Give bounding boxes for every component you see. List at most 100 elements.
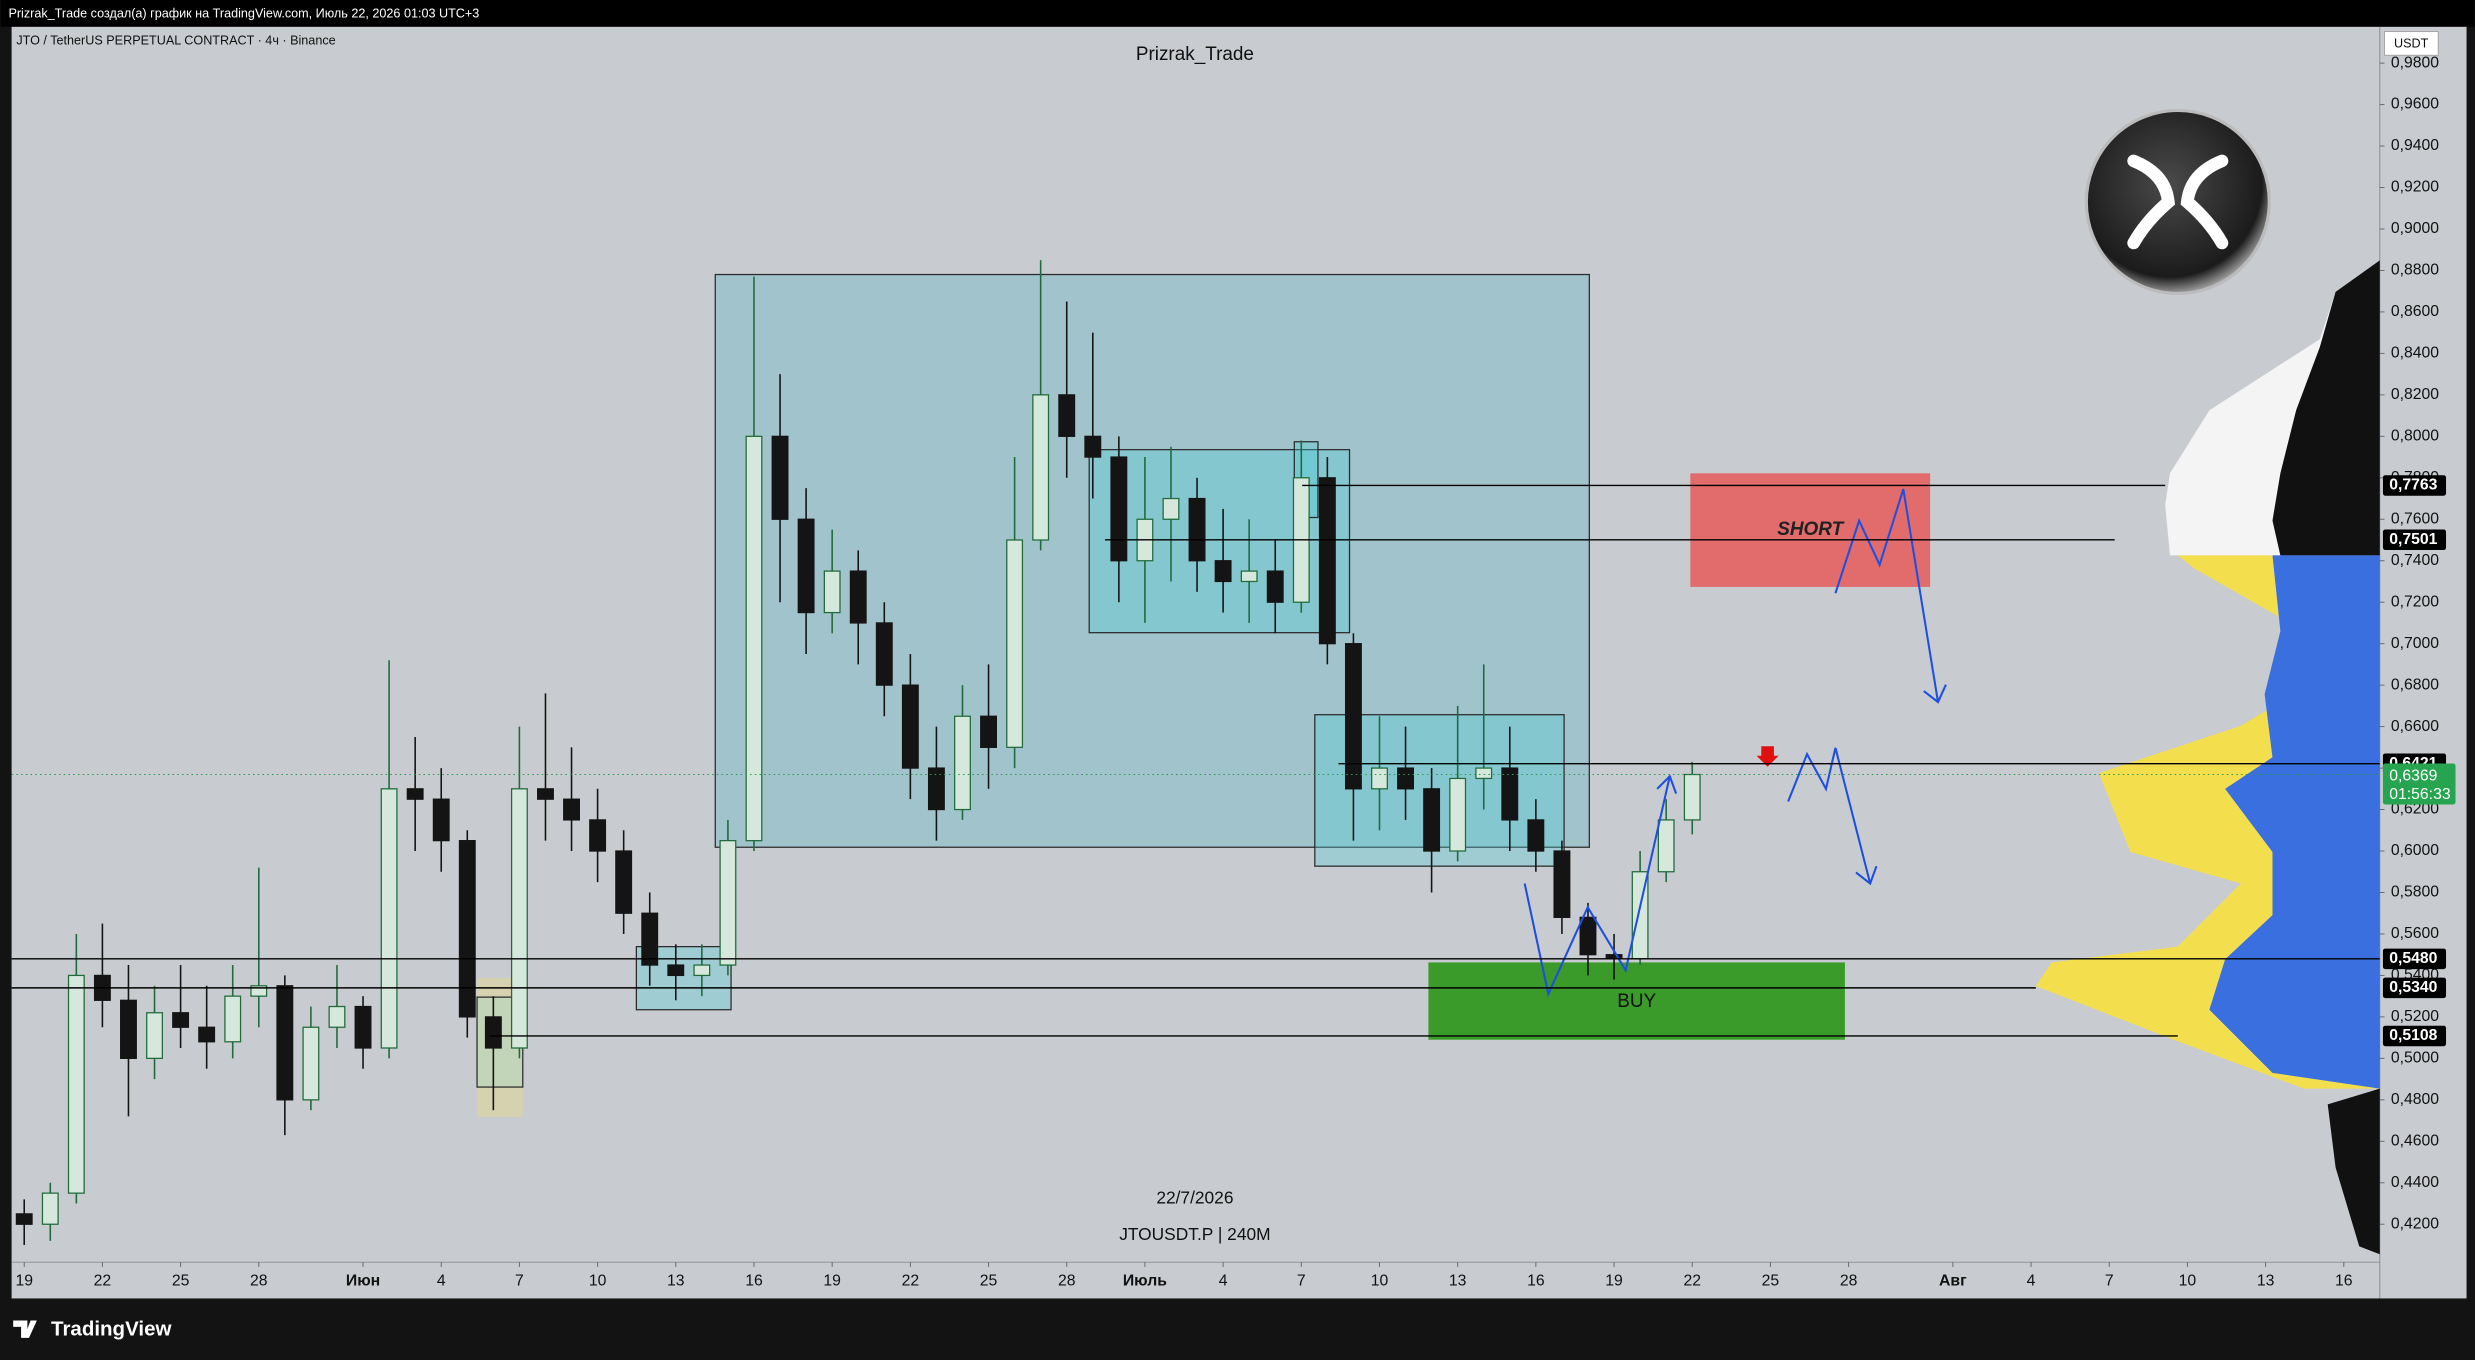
candle-body	[1527, 819, 1545, 852]
candle-body	[1058, 394, 1076, 437]
header: Prizrak_Trade создал(а) график на Tradin…	[8, 7, 479, 21]
candle-body	[510, 788, 528, 1049]
candle-body	[771, 435, 789, 520]
x-tick-label: 28	[1840, 1272, 1858, 1289]
candle-body	[1214, 560, 1232, 583]
candle-body	[1162, 497, 1180, 520]
candle-body	[589, 819, 607, 852]
x-tick-label: 13	[667, 1272, 685, 1289]
candle-body	[563, 798, 580, 821]
price-label: 0,5108	[2389, 1027, 2437, 1044]
price-label-box	[2382, 529, 2447, 551]
candle-body	[1371, 767, 1388, 790]
candle-body	[980, 715, 997, 748]
candle-body	[1006, 539, 1024, 748]
price-label: 0,7763	[2389, 477, 2437, 494]
candle-body	[875, 622, 893, 686]
volume-profile	[2209, 555, 2380, 1089]
candle-body	[432, 798, 450, 842]
x-tick-label: Авг	[1939, 1272, 1967, 1289]
price-label: 0,5340	[2389, 979, 2437, 996]
x-tick-label: 28	[250, 1272, 268, 1289]
currency-box[interactable]	[2384, 31, 2439, 56]
plot	[15, 260, 1701, 1245]
date-note: 22/7/2026	[1156, 1188, 1233, 1208]
candle-body	[1423, 788, 1441, 852]
x-tick-label: 25	[980, 1272, 998, 1289]
arrow	[1523, 776, 1671, 998]
top-bar	[0, 0, 2475, 27]
buy-label: BUY	[1617, 991, 1656, 1012]
candle-body	[641, 912, 659, 966]
scenario-arrows	[1523, 488, 1947, 998]
price-label-box	[2382, 1025, 2447, 1047]
x-tick-label: 19	[15, 1272, 33, 1289]
ticker-note: JTOUSDT.P | 240M	[1119, 1224, 1270, 1244]
y-tick-label: 0,8000	[2391, 427, 2439, 444]
candle-body	[406, 788, 424, 800]
volume-profile	[2327, 1088, 2380, 1255]
candle-body	[1657, 819, 1675, 873]
y-tick-label: 0,7000	[2391, 635, 2439, 652]
candle-body	[458, 840, 476, 1018]
candle-body	[67, 974, 85, 1194]
x-tick-label: 19	[823, 1272, 841, 1289]
x-tick-label: 4	[1219, 1272, 1228, 1289]
y-tick-label: 0,5200	[2391, 1008, 2439, 1025]
candle-body	[146, 1012, 163, 1059]
candle-body	[15, 1213, 33, 1225]
x-tick-label: 7	[515, 1272, 524, 1289]
candle-body	[849, 570, 867, 624]
candle-body	[224, 995, 242, 1043]
candle-body	[328, 1005, 346, 1028]
x-tick-label: 16	[1527, 1272, 1545, 1289]
candle-body	[172, 1012, 190, 1028]
candle-body	[1188, 497, 1206, 562]
price-label-box	[2382, 977, 2447, 999]
x-tick-label: 22	[902, 1272, 920, 1289]
x-tick-label: Июн	[346, 1272, 380, 1289]
candle-body	[198, 1026, 216, 1043]
candle-body	[1449, 777, 1467, 852]
candle-body	[1084, 435, 1102, 458]
y-tick-label: 0,4800	[2391, 1091, 2439, 1108]
x-tick-label: 7	[2105, 1272, 2114, 1289]
x-tick-label: 28	[1058, 1272, 1076, 1289]
candle-body	[120, 999, 137, 1059]
candle-body	[1579, 916, 1597, 956]
candle-body	[1110, 456, 1128, 562]
x-tick-label: 25	[1762, 1272, 1780, 1289]
symbol: JTO / TetherUS PERPETUAL CONTRACT · 4ч ·…	[16, 33, 335, 47]
x-tick-label: 16	[745, 1272, 763, 1289]
y-tick-label: 0,9400	[2391, 137, 2439, 154]
plot-area	[11, 26, 2380, 1299]
candle-body	[927, 767, 945, 811]
y-tick-label: 0,9600	[2391, 96, 2439, 113]
candle-body	[1397, 767, 1414, 790]
candle-body	[719, 840, 737, 966]
volume-profile	[2272, 260, 2380, 556]
candle-body	[537, 788, 554, 800]
x-tick-label: 19	[1605, 1272, 1623, 1289]
candle-body	[484, 1016, 502, 1049]
brand: TradingView	[51, 1317, 171, 1340]
price-label-box	[2382, 475, 2447, 496]
x-tick-label: 16	[2335, 1272, 2353, 1289]
arrow	[1787, 747, 1872, 884]
y-tick-label: 0,9800	[2391, 54, 2439, 71]
buy-zone	[1428, 962, 1845, 1040]
candle-body	[41, 1192, 59, 1225]
candle-body	[1475, 767, 1493, 780]
x-tick-label: 13	[2257, 1272, 2275, 1289]
candle-body	[615, 850, 633, 914]
candle-body	[823, 570, 841, 614]
candle-body	[667, 964, 685, 977]
currency: USDT	[2394, 37, 2429, 51]
y-tick-label: 0,8600	[2391, 303, 2439, 320]
candle-body	[380, 788, 398, 1049]
candle-body	[901, 684, 919, 769]
candle-body	[1683, 773, 1701, 821]
y-tick-label: 0,9200	[2391, 179, 2439, 196]
